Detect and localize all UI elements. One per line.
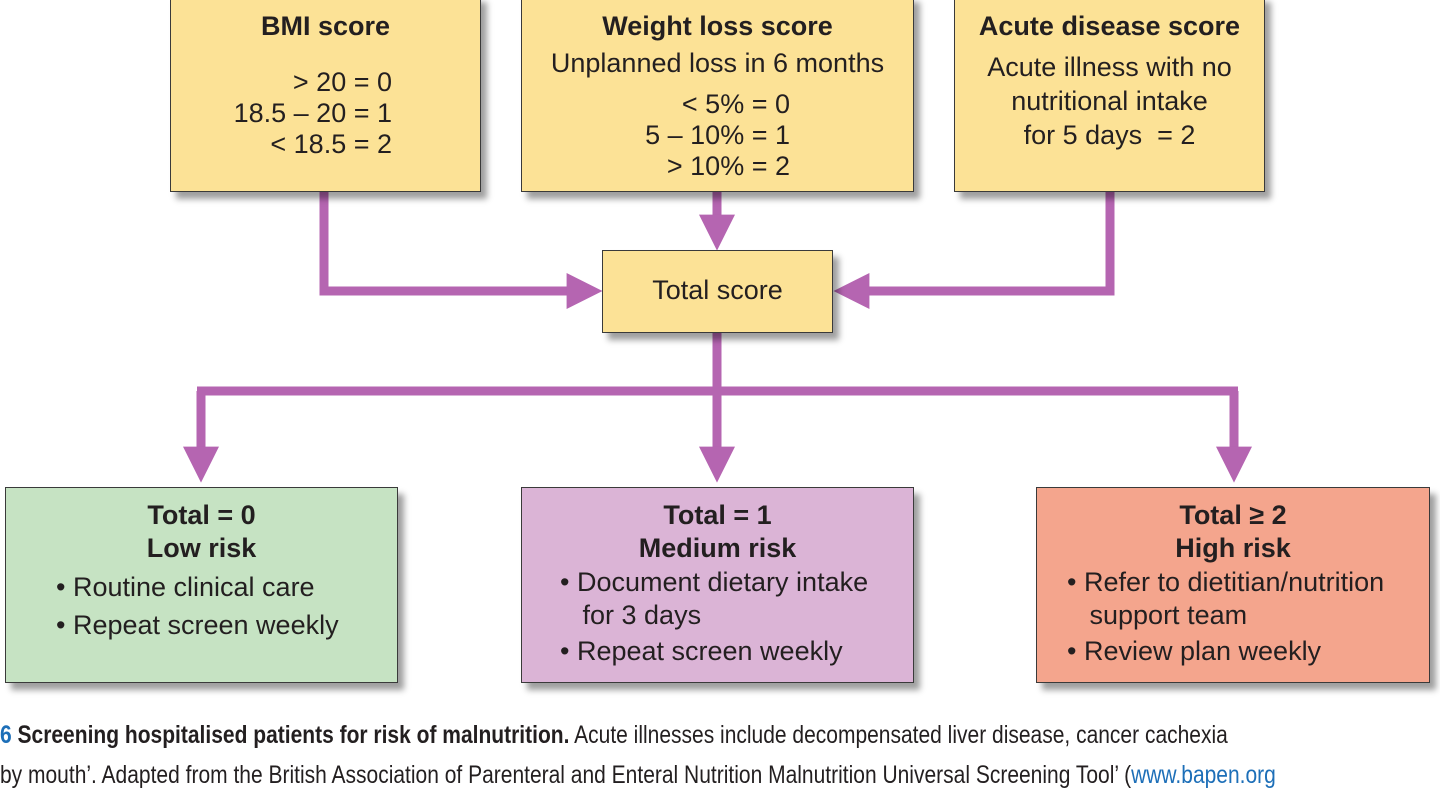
weight-loss-score-title: Weight loss score [602, 11, 833, 41]
figure-caption-line-2: by mouth’. Adapted from the British Asso… [0, 757, 1440, 793]
total-score-label: Total score [652, 275, 783, 305]
weight-loss-line: > 10% = 2 [666, 151, 790, 181]
bmi-line: 18.5 – 20 = 1 [233, 98, 392, 128]
acute-disease-line: Acute illness with no [987, 52, 1232, 82]
high-risk-box: Total ≥ 2 High risk • Refer to dietitian… [1036, 487, 1430, 683]
weight-loss-line: 5 – 10% = 1 [645, 120, 790, 150]
low-risk-title: Low risk [146, 533, 257, 563]
low-risk-action: • Repeat screen weekly [56, 610, 339, 640]
high-risk-title: High risk [1175, 533, 1291, 563]
medium-risk-title: Medium risk [638, 533, 797, 563]
bmi-score-box: BMI score > 20 = 0 18.5 – 20 = 1 < 18.5 … [170, 0, 481, 192]
acute-disease-score-title: Acute disease score [978, 11, 1241, 41]
total-score-box: Total score [602, 250, 833, 333]
medium-risk-action: • Document dietary intake [560, 567, 869, 597]
low-risk-total: Total = 0 [147, 500, 256, 530]
medium-risk-action: for 3 days [560, 600, 702, 630]
acute-disease-line: nutritional intake [1011, 86, 1208, 116]
figure-caption-text: by mouth’. Adapted from the British Asso… [0, 761, 1132, 789]
figure-caption-title: Screening hospitalised patients for risk… [17, 721, 570, 749]
bmi-line: > 20 = 0 [292, 67, 392, 97]
high-risk-total: Total ≥ 2 [1179, 500, 1287, 530]
arrow-bmi-to-total [319, 190, 603, 309]
figure-caption-text: Acute illnesses include decompensated li… [574, 721, 1228, 749]
high-risk-action: • Review plan weekly [1067, 636, 1322, 666]
arrow-acute-to-total [833, 190, 1115, 309]
acute-disease-score-box: Acute disease score Acute illness with n… [954, 0, 1265, 192]
acute-disease-line: for 5 days = 2 [1023, 120, 1196, 150]
figure-caption-line-1: 6 Screening hospitalised patients for ri… [0, 717, 1440, 753]
weight-loss-score-box: Weight loss score Unplanned loss in 6 mo… [521, 0, 914, 192]
bmi-line: < 18.5 = 2 [270, 129, 392, 159]
high-risk-action: • Refer to dietitian/nutrition [1067, 567, 1385, 597]
weight-loss-subtitle: Unplanned loss in 6 months [550, 48, 885, 78]
low-risk-action: • Routine clinical care [56, 572, 315, 602]
low-risk-box: Total = 0 Low risk • Routine clinical ca… [5, 487, 398, 683]
bapen-link[interactable]: www.bapen.org [1131, 761, 1276, 789]
high-risk-action: support team [1067, 600, 1248, 630]
medium-risk-total: Total = 1 [663, 500, 772, 530]
figure-number: 6 [0, 721, 12, 749]
weight-loss-line: < 5% = 0 [681, 89, 790, 119]
bmi-score-title: BMI score [260, 11, 391, 41]
medium-risk-box: Total = 1 Medium risk • Document dietary… [521, 487, 914, 683]
medium-risk-action: • Repeat screen weekly [560, 636, 843, 666]
